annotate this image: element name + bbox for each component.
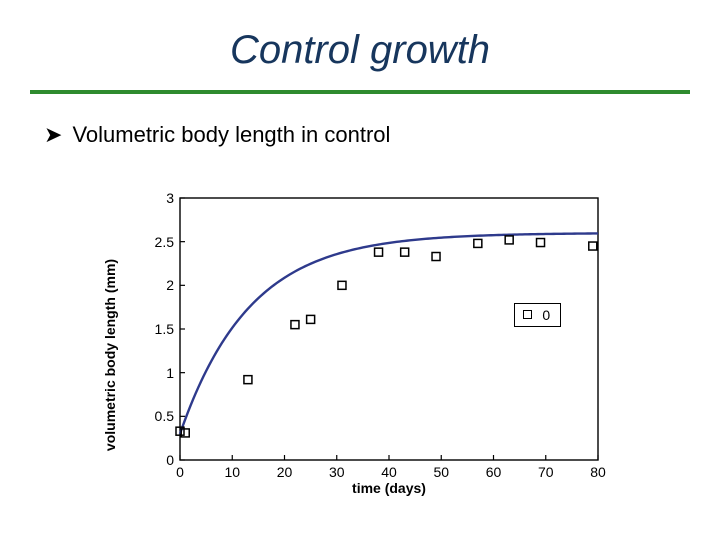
x-tick-label: 60: [486, 464, 502, 480]
x-tick-label: 80: [590, 464, 606, 480]
y-tick-label: 3: [134, 190, 174, 206]
x-tick-label: 20: [277, 464, 293, 480]
y-tick-label: 0: [134, 452, 174, 468]
x-tick-label: 50: [433, 464, 449, 480]
x-tick-label: 70: [538, 464, 554, 480]
slide-title: Control growth: [0, 28, 720, 73]
bullet-arrow-icon: ➤: [44, 124, 62, 146]
x-tick-label: 30: [329, 464, 345, 480]
x-tick-label: 0: [176, 464, 184, 480]
plot-area: 0 0102030405060708000.511.522.53: [180, 198, 598, 460]
title-rule: [30, 90, 690, 94]
legend-label: 0: [542, 307, 550, 323]
y-tick-label: 2: [134, 277, 174, 293]
bullet-text: Volumetric body length in control: [72, 122, 390, 148]
legend-marker-icon: [523, 310, 532, 319]
bullet-row: ➤ Volumetric body length in control: [44, 122, 390, 148]
y-axis-label: volumetric body length (mm): [102, 259, 118, 451]
y-tick-label: 0.5: [134, 408, 174, 424]
plot-svg: [180, 198, 598, 460]
legend: 0: [514, 303, 561, 327]
y-tick-label: 1: [134, 365, 174, 381]
growth-chart: volumetric body length (mm) 0 0102030405…: [120, 190, 640, 520]
x-tick-label: 10: [224, 464, 240, 480]
y-tick-label: 1.5: [134, 321, 174, 337]
x-axis-label: time (days): [180, 480, 598, 496]
x-tick-label: 40: [381, 464, 397, 480]
y-tick-label: 2.5: [134, 234, 174, 250]
